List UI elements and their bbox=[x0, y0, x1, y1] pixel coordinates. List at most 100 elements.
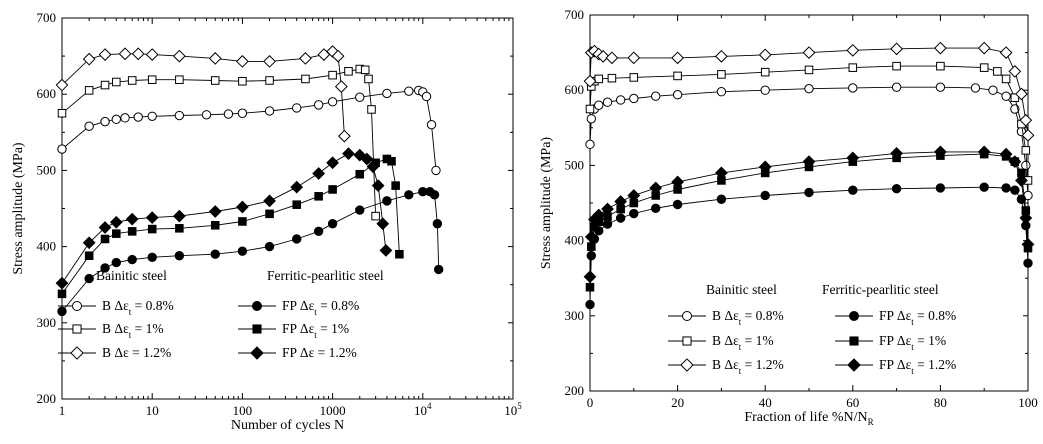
data-point bbox=[210, 249, 220, 259]
data-point bbox=[890, 42, 903, 56]
legend-entry: FP Δεt = 0.8% bbox=[835, 308, 956, 327]
data-point bbox=[328, 185, 337, 194]
series-4 bbox=[57, 154, 404, 299]
data-point bbox=[355, 92, 365, 102]
data-point bbox=[848, 63, 858, 72]
data-point bbox=[432, 219, 443, 229]
data-point bbox=[112, 77, 121, 87]
y-axis-label: Stress amplitude (MPa) bbox=[539, 137, 554, 270]
data-point bbox=[891, 184, 902, 194]
y-tick-label: 600 bbox=[37, 86, 57, 101]
data-point bbox=[999, 46, 1013, 59]
data-point bbox=[364, 74, 373, 84]
legend-entry: B Δεt = 0.8% bbox=[58, 298, 174, 317]
data-point bbox=[382, 196, 392, 206]
data-point bbox=[936, 61, 945, 71]
data-point bbox=[314, 192, 323, 201]
data-point bbox=[602, 219, 613, 229]
legend-marker bbox=[70, 346, 84, 360]
data-point bbox=[236, 200, 249, 214]
data-point bbox=[112, 229, 121, 238]
data-point bbox=[1001, 91, 1011, 101]
data-point bbox=[1023, 258, 1033, 268]
legend-entry: FP Δεt = 0.8% bbox=[238, 298, 359, 317]
data-point bbox=[848, 185, 858, 195]
data-point bbox=[292, 200, 301, 209]
data-point bbox=[583, 270, 597, 284]
legend-marker bbox=[250, 346, 264, 360]
x-tick-label: 60 bbox=[846, 395, 859, 410]
x-tick-label: 80 bbox=[934, 395, 947, 410]
data-point bbox=[82, 236, 96, 250]
data-point bbox=[585, 104, 595, 114]
data-point bbox=[970, 83, 981, 93]
data-point bbox=[175, 224, 184, 233]
data-point bbox=[57, 108, 67, 118]
data-point bbox=[426, 119, 437, 130]
legend-marker bbox=[680, 358, 694, 372]
legend-marker bbox=[849, 336, 859, 346]
data-point bbox=[263, 194, 276, 208]
data-point bbox=[760, 190, 770, 201]
data-point bbox=[98, 48, 112, 61]
data-point bbox=[596, 49, 610, 63]
data-point bbox=[210, 220, 220, 230]
data-point bbox=[379, 244, 393, 257]
legend-entry: B Δεt = 1.2% bbox=[668, 357, 784, 376]
series-3 bbox=[585, 182, 1033, 310]
legend-label: FP Δεt = 0.8% bbox=[879, 308, 956, 327]
x-tick-label: 0 bbox=[587, 395, 594, 410]
data-point bbox=[57, 306, 67, 317]
data-point bbox=[366, 160, 380, 173]
series-line bbox=[61, 68, 377, 217]
data-point bbox=[84, 86, 94, 95]
data-point bbox=[55, 78, 69, 92]
data-point bbox=[977, 145, 991, 159]
x-axis-label: Number of cycles N bbox=[231, 418, 344, 433]
data-point bbox=[404, 190, 414, 200]
data-point bbox=[55, 276, 69, 290]
data-point bbox=[1001, 183, 1011, 193]
data-point bbox=[367, 105, 376, 114]
data-point bbox=[201, 110, 212, 120]
series-2 bbox=[55, 45, 351, 143]
data-point bbox=[172, 49, 186, 63]
data-point bbox=[672, 199, 683, 210]
data-point bbox=[585, 282, 595, 292]
data-point bbox=[804, 65, 814, 75]
data-point bbox=[174, 251, 185, 261]
data-point bbox=[326, 156, 339, 170]
x-tick-label: 40 bbox=[759, 395, 772, 410]
y-tick-label: 200 bbox=[37, 391, 57, 406]
legend-marker bbox=[72, 301, 82, 311]
y-tick-label: 300 bbox=[565, 308, 585, 323]
data-point bbox=[979, 63, 989, 72]
x-tick-label: 20 bbox=[671, 395, 684, 410]
series-5 bbox=[55, 147, 393, 290]
data-point bbox=[629, 208, 639, 219]
data-point bbox=[100, 263, 110, 273]
data-point bbox=[1010, 93, 1020, 103]
x-tick-label: 105 bbox=[504, 401, 522, 418]
data-point bbox=[84, 121, 94, 131]
data-point bbox=[355, 205, 365, 215]
chart-fraction-of-life: 200 300 400 500 600 700 0 20 40 60 80 100 Fraction o… bbox=[539, 7, 1038, 427]
data-point bbox=[290, 180, 304, 194]
data-point bbox=[100, 80, 110, 90]
data-point bbox=[671, 175, 684, 189]
data-point bbox=[292, 234, 302, 244]
data-point bbox=[133, 112, 143, 122]
plot-frame bbox=[61, 17, 514, 400]
data-point bbox=[382, 88, 392, 99]
legend-marker bbox=[847, 358, 861, 372]
data-point bbox=[208, 52, 222, 65]
y-tick-label: 400 bbox=[565, 233, 585, 248]
data-point bbox=[223, 109, 234, 119]
data-point bbox=[651, 203, 661, 213]
legend-marker bbox=[252, 301, 262, 311]
legend-entry: B Δεt = 1% bbox=[58, 321, 164, 340]
series-line bbox=[61, 89, 437, 171]
data-point bbox=[376, 217, 390, 231]
series-0 bbox=[57, 85, 441, 176]
